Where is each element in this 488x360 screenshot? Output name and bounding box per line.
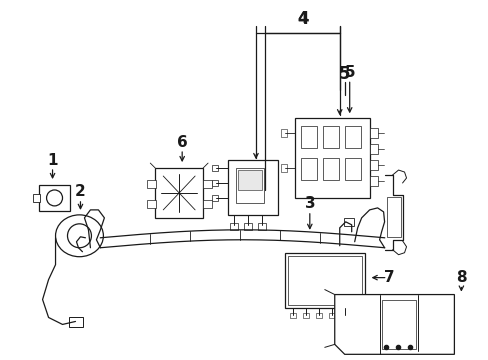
Bar — [212, 180, 218, 186]
Bar — [386, 197, 400, 237]
Bar — [369, 128, 377, 138]
Bar — [322, 126, 338, 148]
Bar — [33, 194, 40, 202]
Bar — [258, 223, 265, 230]
Text: 2: 2 — [75, 184, 86, 199]
Bar — [369, 144, 377, 154]
Bar — [212, 195, 218, 201]
Bar — [203, 200, 212, 208]
Bar — [147, 180, 156, 188]
Polygon shape — [334, 294, 453, 354]
Text: 6: 6 — [177, 135, 187, 150]
Bar — [280, 164, 286, 172]
Text: 5: 5 — [344, 65, 354, 80]
Bar — [74, 244, 82, 250]
Bar — [244, 223, 251, 230]
Ellipse shape — [56, 215, 103, 257]
Bar — [343, 218, 353, 226]
Text: 4: 4 — [297, 11, 307, 26]
Bar — [289, 314, 295, 319]
Bar — [369, 160, 377, 170]
Text: 8: 8 — [455, 270, 466, 285]
Text: 5: 5 — [338, 66, 350, 84]
Text: 7: 7 — [384, 270, 394, 285]
Bar — [155, 168, 203, 218]
Bar — [294, 118, 369, 198]
Bar — [322, 158, 338, 180]
Bar — [212, 165, 218, 171]
Bar — [328, 314, 334, 319]
Text: 3: 3 — [304, 197, 314, 211]
Bar — [147, 200, 156, 208]
Bar — [229, 223, 238, 230]
Bar — [369, 176, 377, 186]
Bar — [68, 318, 83, 328]
Bar — [344, 126, 360, 148]
Bar — [341, 314, 347, 319]
Bar — [280, 129, 286, 137]
Bar — [287, 256, 361, 305]
Bar — [302, 314, 308, 319]
Bar — [344, 158, 360, 180]
Bar — [236, 168, 264, 203]
Bar — [238, 170, 262, 190]
Bar — [300, 126, 316, 148]
Bar — [285, 253, 364, 307]
Circle shape — [46, 190, 62, 206]
Bar — [381, 300, 415, 349]
Bar — [315, 314, 321, 319]
Bar — [203, 180, 212, 188]
Circle shape — [67, 224, 91, 248]
Bar — [227, 160, 277, 215]
Bar — [39, 185, 70, 211]
Bar — [300, 158, 316, 180]
Text: 1: 1 — [47, 153, 58, 167]
Text: 4: 4 — [296, 10, 308, 28]
